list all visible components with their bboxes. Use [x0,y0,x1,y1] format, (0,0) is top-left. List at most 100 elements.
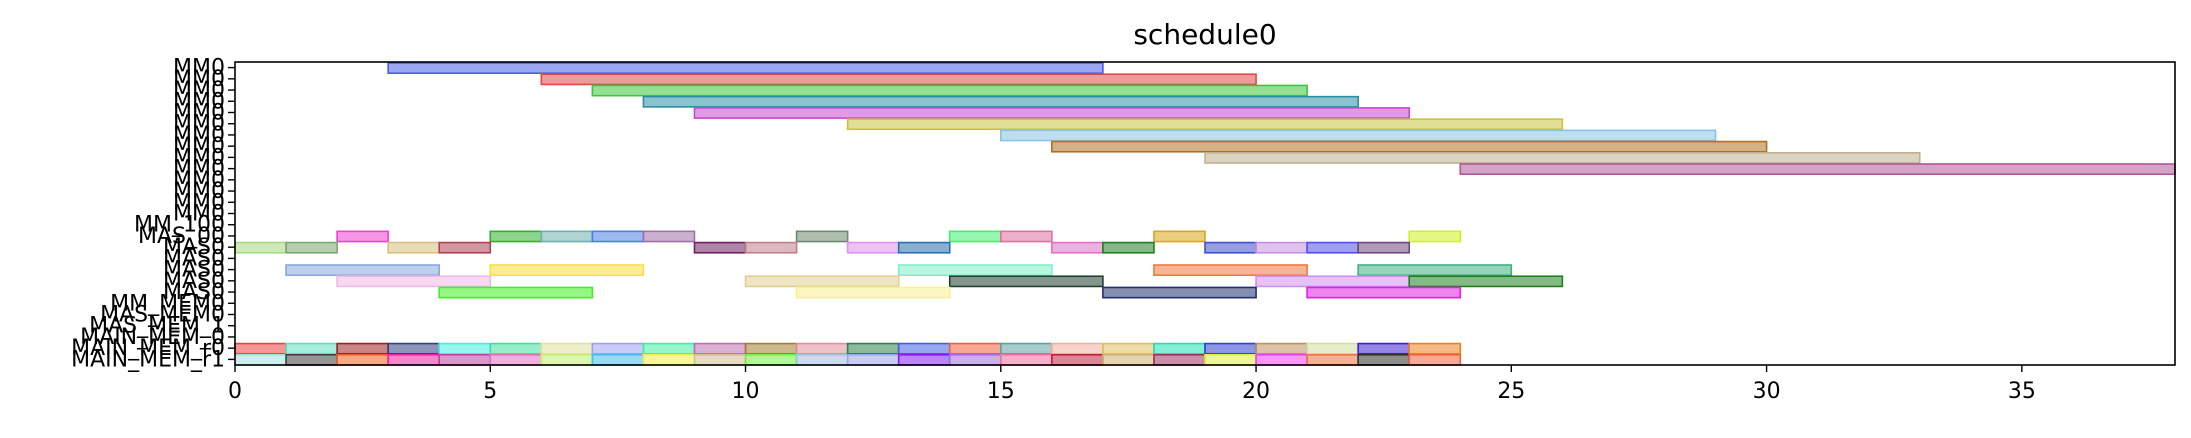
task-bar [1103,344,1154,354]
task-bar [1307,243,1358,253]
task-bar [643,344,694,354]
task-bar [439,355,490,365]
task-bar [388,63,1103,73]
task-bar [1052,243,1103,253]
y-axis: MM0MM0MM0MM0MM0MM0MM0MM0MM0MM0MM0MM0MM0M… [71,56,235,373]
task-bar [439,344,490,354]
x-tick-label: 5 [483,379,497,404]
x-tick-label: 0 [228,379,242,404]
task-bar [541,231,592,241]
task-bar [388,243,439,253]
task-bar [337,344,388,354]
bars-layer [235,63,2175,365]
task-bar [1154,231,1205,241]
x-tick-label: 25 [1497,379,1525,404]
task-bar [337,276,490,286]
task-bar [592,355,643,365]
task-bar [848,344,899,354]
task-bar [1256,355,1307,365]
task-bar [1409,231,1460,241]
task-bar [899,355,950,365]
task-bar [337,355,388,365]
task-bar [797,287,950,297]
task-bar [1052,355,1103,365]
task-bar [286,243,337,253]
task-bar [286,265,439,275]
task-bar [797,231,848,241]
task-bar [950,355,1001,365]
task-bar [694,355,745,365]
task-bar [643,97,1358,107]
task-bar [1460,164,2175,174]
task-bar [848,355,899,365]
task-bar [1307,344,1358,354]
task-bar [950,276,1103,286]
task-bar [1409,276,1562,286]
task-bar [1409,344,1460,354]
x-axis: 0 5 10 15 20 25 30 35 [228,365,2036,404]
task-bar [1358,265,1511,275]
task-bar [439,287,592,297]
task-bar [592,85,1307,95]
task-bar [1001,231,1052,241]
chart-title: schedule0 [1133,18,1276,51]
task-bar [1052,142,1767,152]
task-bar [541,74,1256,84]
task-bar [286,344,337,354]
task-bar [388,344,439,354]
task-bar [1409,355,1460,365]
task-bar [541,355,592,365]
x-tick-label: 10 [732,379,760,404]
task-bar [1103,243,1154,253]
task-bar [1307,355,1358,365]
x-tick-label: 35 [2008,379,2036,404]
task-bar [1205,344,1256,354]
task-bar [950,344,1001,354]
task-bar [899,344,950,354]
task-bar [899,265,1052,275]
task-bar [1103,287,1256,297]
task-bar [746,243,797,253]
task-bar [235,344,286,354]
x-tick-label: 30 [1753,379,1781,404]
task-bar [1154,265,1307,275]
task-bar [439,243,490,253]
task-bar [490,344,541,354]
task-bar [694,344,745,354]
x-tick-label: 15 [987,379,1015,404]
task-bar [1205,355,1256,365]
task-bar [1001,355,1052,365]
task-bar [694,243,745,253]
task-bar [490,231,541,241]
task-bar [1358,243,1409,253]
task-bar [1358,344,1409,354]
task-bar [592,231,643,241]
task-bar [337,231,388,241]
task-bar [950,231,1001,241]
task-bar [694,108,1409,118]
task-bar [797,355,848,365]
x-tick-label: 20 [1242,379,1270,404]
task-bar [746,276,899,286]
task-bar [746,344,797,354]
task-bar [1256,243,1307,253]
task-bar [1256,344,1307,354]
task-bar [592,344,643,354]
task-bar [643,231,694,241]
task-bar [797,344,848,354]
task-bar [899,243,950,253]
task-bar [388,355,439,365]
task-bar [541,344,592,354]
task-bar [490,355,541,365]
task-bar [1052,344,1103,354]
task-bar [1205,243,1256,253]
task-bar [848,243,899,253]
task-bar [235,243,286,253]
task-bar [1154,355,1205,365]
task-bar [1205,153,1920,163]
task-bar [1001,344,1052,354]
task-bar [1358,355,1409,365]
task-bar [1103,355,1154,365]
task-bar [1256,276,1409,286]
